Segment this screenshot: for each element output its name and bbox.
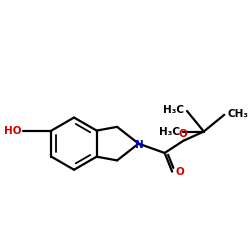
Text: O: O	[179, 129, 188, 139]
Text: CH₃: CH₃	[227, 109, 248, 119]
Text: H₃C: H₃C	[163, 105, 184, 115]
Text: N: N	[135, 140, 144, 149]
Text: O: O	[176, 166, 184, 176]
Text: H₃C: H₃C	[160, 126, 180, 136]
Text: HO: HO	[4, 126, 21, 136]
